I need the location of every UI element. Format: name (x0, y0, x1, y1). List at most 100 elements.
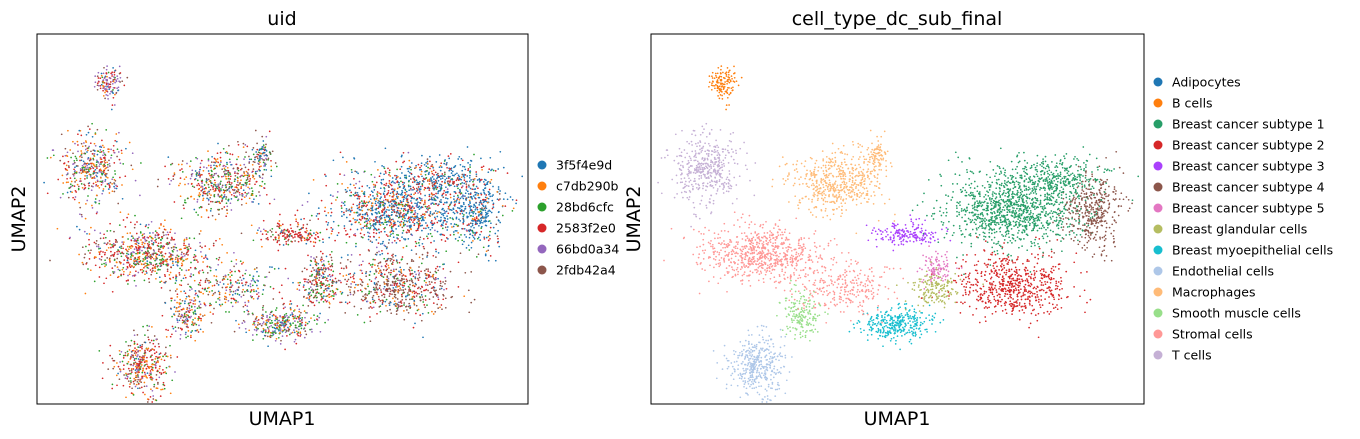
data-point (186, 318, 189, 321)
data-point (425, 268, 428, 271)
data-point (195, 323, 198, 326)
data-point (114, 187, 116, 190)
data-point (134, 223, 136, 226)
data-point (294, 315, 297, 317)
data-point (327, 211, 330, 214)
data-point (179, 333, 182, 336)
data-point (102, 79, 105, 81)
data-point (453, 166, 455, 169)
data-point (383, 190, 386, 193)
data-point (140, 364, 143, 366)
data-point (302, 296, 305, 298)
data-point (439, 178, 442, 180)
data-point (407, 151, 410, 154)
data-point (370, 173, 373, 176)
data-point (204, 256, 207, 258)
data-point (256, 293, 258, 296)
data-point (289, 307, 292, 309)
data-point (365, 271, 368, 273)
data-point (137, 247, 140, 250)
data-point (433, 183, 436, 185)
data-point (140, 239, 142, 241)
data-point (122, 384, 125, 387)
data-point (421, 175, 423, 178)
data-point (434, 281, 436, 284)
data-point (402, 221, 405, 224)
data-point (127, 367, 130, 370)
data-point (373, 283, 376, 285)
data-point (243, 310, 246, 313)
data-point (215, 268, 217, 271)
data-point (129, 377, 132, 380)
data-point (348, 301, 351, 304)
data-point (141, 243, 144, 246)
data-point (487, 171, 490, 174)
data-point (443, 288, 445, 291)
data-point (88, 238, 90, 241)
data-point (432, 302, 435, 304)
data-point (464, 208, 466, 210)
data-point (329, 275, 332, 278)
data-point (134, 179, 137, 182)
data-point (116, 77, 119, 80)
data-point (298, 310, 301, 313)
data-point (392, 287, 395, 289)
data-point (428, 189, 431, 191)
data-point (122, 263, 125, 266)
data-point (455, 200, 458, 203)
data-point (243, 321, 246, 323)
data-point (254, 172, 257, 175)
data-point (465, 197, 468, 199)
data-point (445, 287, 448, 290)
data-point (400, 272, 403, 275)
data-point (383, 173, 385, 176)
data-point (284, 323, 286, 325)
data-point (492, 226, 495, 229)
uid-points (43, 65, 524, 403)
data-point (372, 286, 375, 289)
data-point (437, 210, 439, 213)
data-point (387, 191, 390, 194)
data-point (242, 261, 245, 264)
data-point (297, 334, 300, 337)
data-point (139, 358, 142, 361)
data-point (183, 290, 186, 293)
data-point (479, 217, 482, 220)
data-point (261, 245, 263, 248)
data-point (434, 195, 437, 197)
data-point (136, 380, 139, 383)
data-point (364, 213, 366, 216)
data-point (381, 303, 384, 306)
data-point (306, 312, 308, 314)
data-point (453, 223, 456, 225)
data-point (408, 159, 411, 162)
data-point (117, 202, 120, 205)
data-point (199, 303, 202, 306)
data-point (204, 279, 207, 282)
data-point (350, 191, 353, 194)
data-point (277, 237, 280, 240)
data-point (405, 190, 408, 193)
data-point (435, 267, 437, 270)
data-point (268, 325, 271, 328)
data-point (418, 191, 421, 193)
data-point (179, 257, 182, 260)
data-point (216, 152, 219, 155)
data-point (271, 314, 274, 317)
data-point (170, 253, 172, 256)
data-point (455, 223, 458, 226)
data-point (228, 183, 231, 186)
data-point (266, 316, 268, 318)
data-point (98, 350, 101, 352)
data-point (315, 292, 318, 295)
data-point (234, 178, 237, 181)
data-point (420, 206, 423, 209)
data-point (106, 257, 109, 259)
data-point (397, 193, 400, 196)
data-point (225, 175, 227, 178)
data-point (446, 221, 448, 223)
data-point (406, 309, 408, 311)
data-point (388, 169, 391, 172)
data-point (123, 364, 125, 367)
data-point (361, 213, 364, 216)
